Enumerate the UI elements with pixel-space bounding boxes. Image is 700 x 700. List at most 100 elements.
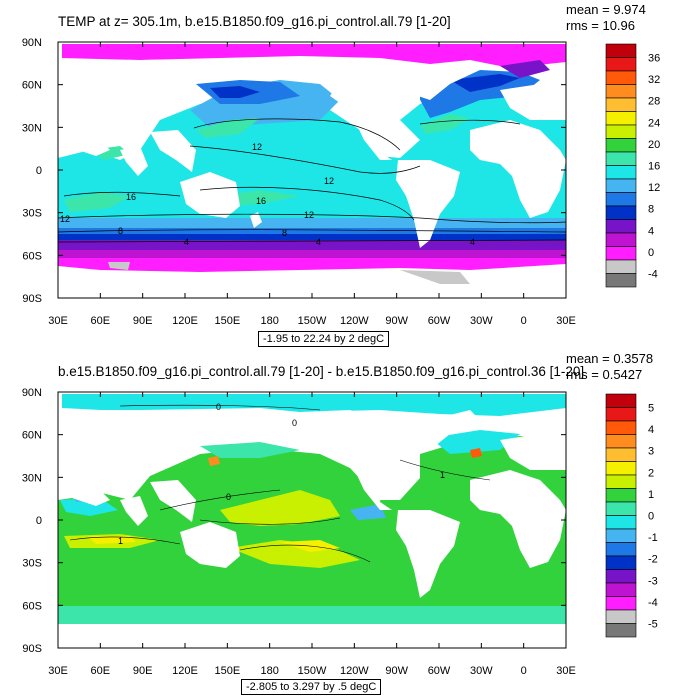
colorbar-swatch — [605, 57, 637, 72]
contour-label: 12 — [304, 210, 314, 220]
africa — [470, 470, 566, 568]
ross-shelf — [108, 262, 130, 270]
colorbar-label: 16 — [648, 161, 660, 173]
rms-value: rms = 10.96 — [566, 18, 636, 33]
x-tick-label: 120W — [340, 315, 369, 327]
warm-anomaly — [220, 490, 340, 526]
contour-label-group: 12 12 16 16 12 12 8 8 4 4 4 — [60, 142, 475, 247]
colorbar-label: 1 — [648, 489, 654, 501]
colorbar-swatch — [605, 246, 637, 261]
contour-label: 8 — [282, 228, 287, 238]
contour-label: 12 — [252, 142, 262, 152]
x-tick-label: 180 — [260, 315, 278, 327]
x-tick-label: 120E — [172, 665, 198, 677]
southern-ocean — [58, 606, 566, 624]
x-tick-label: 60E — [91, 315, 111, 327]
colorbar-label: 28 — [648, 96, 660, 108]
x-tick-label: 150W — [298, 315, 327, 327]
s-indian-subtropics — [64, 192, 130, 212]
x-tick-label: 60W — [428, 315, 451, 327]
x-tick-label: 150E — [214, 315, 240, 327]
colorbar-label: 2 — [648, 467, 654, 479]
contour-label: 8 — [118, 226, 123, 236]
contour-lines — [69, 404, 491, 563]
colorbar-swatch — [605, 420, 637, 435]
x-tick-label: 90E — [133, 665, 153, 677]
y-tick-label: 90S — [22, 293, 42, 305]
y-tick-label: 60S — [22, 600, 42, 612]
south-america — [396, 160, 460, 248]
x-tick-label: 120W — [340, 665, 369, 677]
colorbar-swatch — [605, 515, 637, 530]
n-atlantic-subtropics — [420, 114, 470, 134]
x-tick-label: 90W — [385, 315, 408, 327]
colorbar-label: 4 — [648, 424, 654, 436]
colorbar-swatch — [605, 474, 637, 489]
colorbar-swatch — [605, 555, 637, 570]
x-tick-label: 0 — [521, 665, 527, 677]
colorbar-swatch — [605, 434, 637, 449]
greenland-canada — [400, 410, 480, 450]
x-tick-label: 30E — [556, 315, 576, 327]
colorbar-label: 4 — [648, 225, 654, 237]
x-tick-label: 30W — [470, 665, 493, 677]
colorbar-swatch — [605, 393, 637, 408]
cold-anomaly — [350, 504, 386, 520]
x-tick-label: 90W — [385, 665, 408, 677]
europe — [500, 434, 566, 470]
north-pacific-core — [210, 86, 260, 98]
colorbar: 36 32 28 24 20 16 12 8 4 0 -4 — [605, 43, 660, 288]
colorbar-swatch — [605, 84, 637, 99]
arabia — [58, 128, 110, 156]
colorbar-swatch — [605, 528, 637, 543]
y-tick-label: 30S — [22, 558, 42, 570]
africa — [470, 120, 566, 218]
contour-label: 1 — [118, 536, 123, 546]
colorbar-label: 20 — [648, 139, 660, 151]
axis-group: 30E 60E 90E 120E 150E 180 150W 120W 90W 60W 30W 0 30… — [22, 37, 576, 327]
contour-label: 4 — [184, 237, 189, 247]
kuroshio-warm — [208, 456, 220, 466]
contour-label: 12 — [324, 176, 334, 186]
gulf-stream-hot — [470, 448, 482, 458]
x-tick-label: 150E — [214, 665, 240, 677]
colorbar-swatch — [605, 70, 637, 85]
colorbar-label: 3 — [648, 446, 654, 458]
colorbar-label: -2 — [648, 554, 658, 566]
greenland-canada — [400, 60, 480, 100]
colorbar-swatch — [605, 407, 637, 422]
colorbar: 5 4 3 2 1 0 -1 -2 -3 -4 -5 — [605, 393, 658, 638]
arctic-band — [62, 44, 566, 68]
colorbar-swatch — [605, 609, 637, 624]
nordic-seas — [500, 60, 550, 78]
colorbar-label: -3 — [648, 575, 658, 587]
colorbar-label: 0 — [648, 247, 654, 259]
map-title: TEMP at z= 305.1m, b.e15.B1850.f09_g16.p… — [58, 14, 451, 29]
colorbar-label: 12 — [648, 182, 660, 194]
n-pacific-patch — [200, 442, 300, 458]
y-tick-label: 0 — [36, 165, 42, 177]
so-band-1 — [58, 218, 566, 230]
x-tick-label: 180 — [260, 665, 278, 677]
x-tick-label: 0 — [521, 315, 527, 327]
difference-map-panel: b.e15.B1850.f09_g16.pi_control.all.79 [1… — [0, 350, 700, 700]
colorbar-swatch — [605, 205, 637, 220]
colorbar-swatch — [605, 97, 637, 112]
colorbar-label: 36 — [648, 53, 660, 65]
colorbar-label: -5 — [648, 619, 658, 631]
colorbar-swatch — [605, 151, 637, 166]
y-tick-label: 90N — [22, 387, 42, 399]
colorbar-label: 32 — [648, 74, 660, 86]
so-band-6 — [58, 258, 566, 272]
y-tick-label: 0 — [36, 515, 42, 527]
eurasia — [58, 58, 380, 132]
x-tick-label: 30E — [48, 315, 68, 327]
contour-label: 0 — [216, 402, 221, 412]
colorbar-swatch — [605, 501, 637, 516]
x-tick-label: 30W — [470, 315, 493, 327]
n-pacific-subtropics — [196, 118, 260, 138]
southeast-asia — [150, 130, 196, 172]
europe — [500, 84, 566, 120]
contour-range-label: -2.805 to 3.297 by .5 degC — [241, 679, 382, 695]
difference-field: 0 0 0 1 1 — [58, 392, 566, 648]
